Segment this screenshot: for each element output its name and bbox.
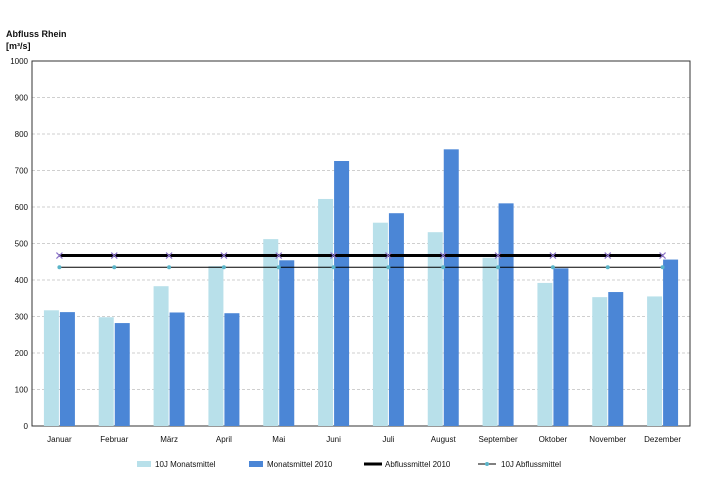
- bar-10j-monatsmittel-januar: [43, 310, 59, 426]
- bar-monatsmittel-2010-juni: [334, 161, 350, 426]
- x-tick-april: April: [216, 435, 232, 444]
- bar-monatsmittel-2010-mai: [279, 260, 295, 426]
- y-tick-1000: 1000: [10, 57, 28, 66]
- marker-abflussmittel-2010-maerz: [165, 252, 173, 259]
- bar-monatsmittel-2010-juli: [388, 213, 404, 426]
- marker-abflussmittel-2010-dezember: [659, 252, 667, 259]
- bar-10j-monatsmittel-juli: [372, 222, 388, 426]
- gridlines: [32, 97, 690, 390]
- y-tick-400: 400: [15, 276, 29, 285]
- marker-10j-abflussmittel-april: [221, 265, 226, 270]
- bar-monatsmittel-2010-januar: [59, 312, 75, 426]
- x-tick-maerz: März: [160, 435, 178, 444]
- bar-monatsmittel-2010-maerz: [169, 312, 185, 426]
- marker-10j-abflussmittel-august: [441, 265, 446, 270]
- x-tick-januar: Januar: [47, 435, 72, 444]
- marker-10j-abflussmittel-februar: [112, 265, 117, 270]
- x-tick-juni: Juni: [326, 435, 341, 444]
- marker-abflussmittel-2010-juli: [384, 252, 392, 259]
- marker-10j-abflussmittel-november: [605, 265, 610, 270]
- bar-monatsmittel-2010-oktober: [553, 268, 569, 426]
- legend-swatch-monatsmittel-2010: [249, 461, 263, 467]
- bar-monatsmittel-2010-august: [443, 149, 459, 426]
- x-axis-ticks: Januar Februar März April Mai Juni Juli August S…: [47, 435, 681, 444]
- bar-10j-monatsmittel-dezember: [647, 296, 663, 426]
- marker-10j-abflussmittel-januar: [57, 265, 62, 270]
- x-tick-februar: Februar: [100, 435, 128, 444]
- y-axis-label: [m³/s]: [6, 41, 31, 51]
- bar-monatsmittel-2010-november: [608, 292, 624, 426]
- y-tick-600: 600: [15, 203, 29, 212]
- bar-10j-monatsmittel-august: [427, 232, 443, 426]
- marker-abflussmittel-2010-oktober: [549, 252, 557, 259]
- legend-label-monatsmittel-2010: Monatsmittel 2010: [267, 460, 333, 469]
- marker-abflussmittel-2010-september: [494, 252, 502, 259]
- bar-10j-monatsmittel-april: [208, 266, 224, 426]
- bar-10j-monatsmittel-oktober: [537, 282, 553, 426]
- x-tick-august: August: [431, 435, 457, 444]
- marker-10j-abflussmittel-juli: [386, 265, 391, 270]
- marker-10j-abflussmittel-oktober: [550, 265, 555, 270]
- bar-10j-monatsmittel-mai: [263, 239, 279, 426]
- x-tick-september: September: [479, 435, 518, 444]
- y-tick-900: 900: [15, 94, 29, 103]
- plot-area: [31, 60, 691, 427]
- y-axis-ticks: 0 100 200 300 400 500 600 700 800 900 1000: [10, 57, 28, 431]
- bar-monatsmittel-2010-februar: [114, 323, 130, 426]
- marker-abflussmittel-2010-april: [220, 252, 228, 259]
- marker-10j-abflussmittel-september: [496, 265, 501, 270]
- marker-abflussmittel-2010-november: [604, 252, 612, 259]
- bar-10j-monatsmittel-maerz: [153, 286, 169, 426]
- marker-abflussmittel-2010-mai: [275, 252, 283, 259]
- bars: [43, 149, 679, 426]
- legend-swatch-10j-monatsmittel: [137, 461, 151, 467]
- x-tick-november: November: [589, 435, 626, 444]
- marker-abflussmittel-2010-juni: [330, 252, 338, 259]
- marker-abflussmittel-2010-august: [439, 252, 447, 259]
- bar-10j-monatsmittel-november: [592, 297, 608, 426]
- marker-10j-abflussmittel-dezember: [660, 265, 665, 270]
- legend-marker-10j-abflussmittel: [485, 462, 489, 466]
- x-tick-dezember: Dezember: [644, 435, 681, 444]
- bar-monatsmittel-2010-dezember: [663, 259, 679, 426]
- x-tick-mai: Mai: [272, 435, 285, 444]
- bar-10j-monatsmittel-juni: [318, 198, 334, 426]
- marker-10j-abflussmittel-juni: [331, 265, 336, 270]
- y-tick-200: 200: [15, 349, 29, 358]
- y-tick-300: 300: [15, 313, 29, 322]
- marker-10j-abflussmittel-mai: [276, 265, 281, 270]
- legend-label-abflussmittel-2010: Abflussmittel 2010: [385, 460, 451, 469]
- bar-10j-monatsmittel-februar: [98, 317, 114, 426]
- y-tick-100: 100: [15, 386, 29, 395]
- bar-monatsmittel-2010-april: [224, 313, 240, 426]
- mean-lines: [55, 252, 667, 270]
- y-tick-0: 0: [24, 422, 29, 431]
- bar-monatsmittel-2010-september: [498, 203, 514, 426]
- legend-label-10j-abflussmittel: 10J Abflussmittel: [501, 460, 561, 469]
- marker-abflussmittel-2010-februar: [110, 252, 118, 259]
- y-tick-800: 800: [15, 130, 29, 139]
- y-tick-500: 500: [15, 240, 29, 249]
- x-tick-oktober: Oktober: [539, 435, 568, 444]
- y-tick-700: 700: [15, 167, 29, 176]
- marker-10j-abflussmittel-maerz: [167, 265, 172, 270]
- bar-10j-monatsmittel-september: [482, 257, 498, 426]
- chart-title: Abfluss Rhein: [6, 29, 67, 39]
- x-tick-juli: Juli: [382, 435, 394, 444]
- marker-abflussmittel-2010-januar: [55, 252, 63, 259]
- legend: 10J Monatsmittel Monatsmittel 2010 Abflu…: [137, 460, 561, 469]
- legend-label-10j-monatsmittel: 10J Monatsmittel: [155, 460, 216, 469]
